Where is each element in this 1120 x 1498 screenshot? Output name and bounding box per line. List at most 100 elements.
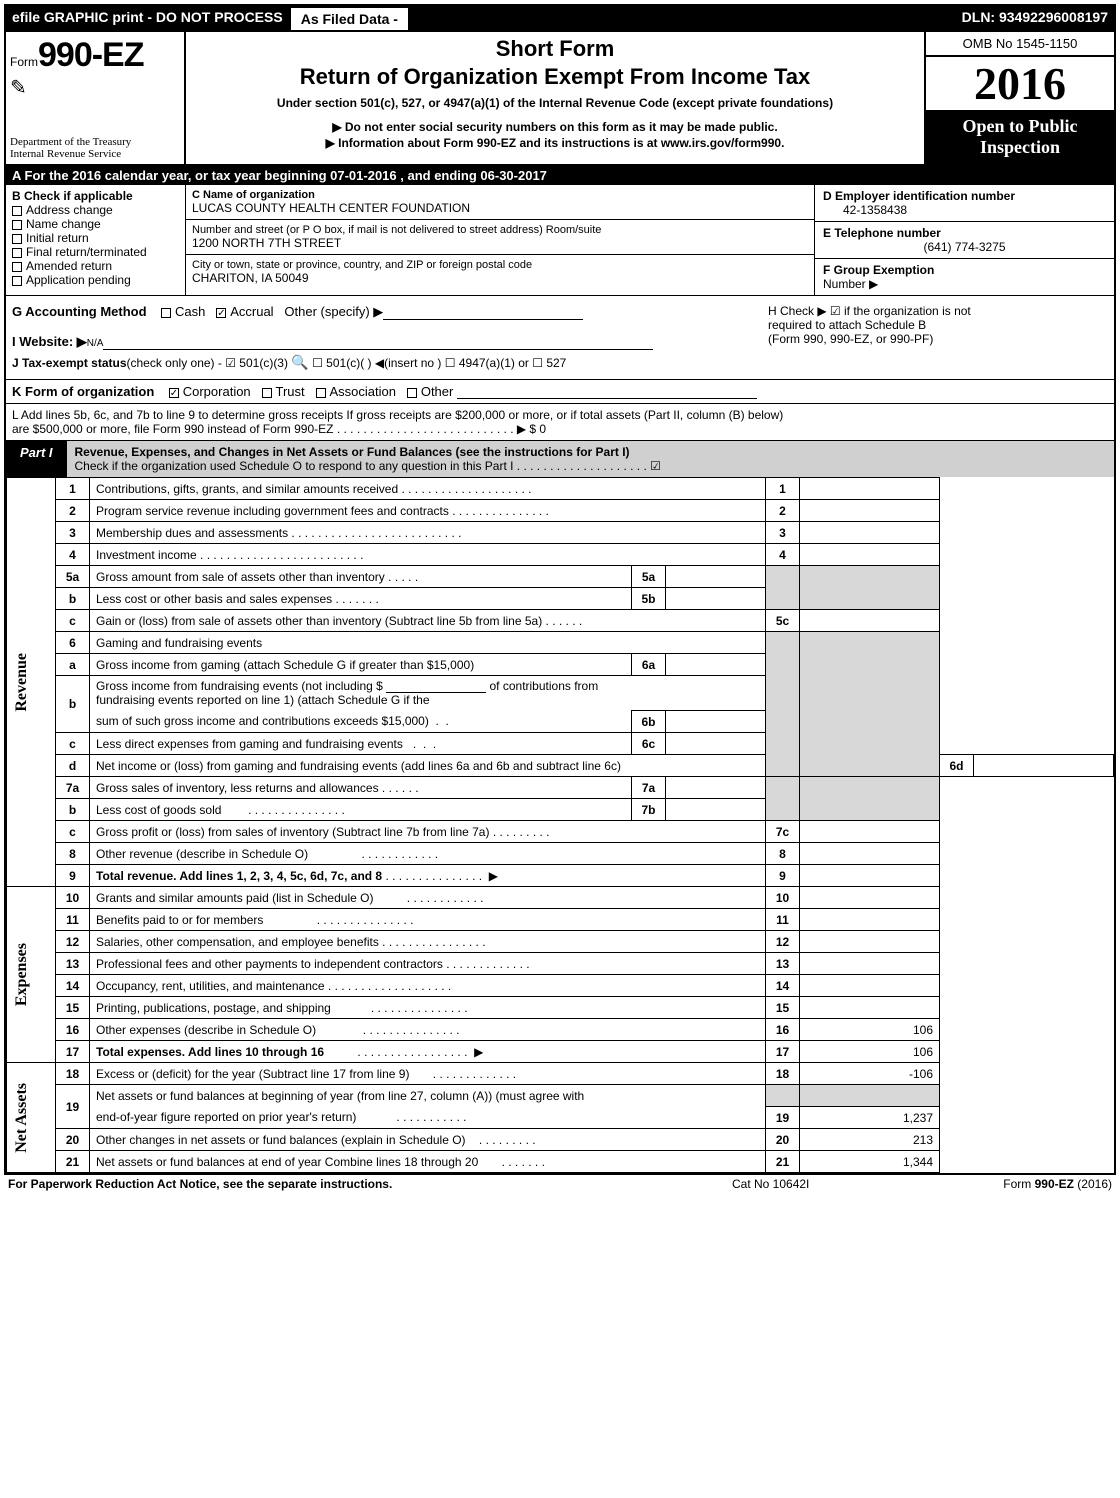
org-name-value: LUCAS COUNTY HEALTH CENTER FOUNDATION xyxy=(192,201,808,215)
open-line2: Inspection xyxy=(930,137,1110,158)
address-label: Number and street (or P O box, if mail i… xyxy=(192,224,808,236)
line-1-value[interactable] xyxy=(800,478,940,500)
tax-year: 2016 xyxy=(926,57,1114,110)
part-i-label: Part I xyxy=(6,441,67,477)
line-13-value[interactable] xyxy=(800,953,940,975)
line-6b-desc1: Gross income from fundraising events (no… xyxy=(96,679,383,693)
line-6b-desc4: sum of such gross income and contributio… xyxy=(96,714,429,728)
part-i-header: Part I Revenue, Expenses, and Changes in… xyxy=(6,441,1114,477)
line-13-desc: Professional fees and other payments to … xyxy=(96,957,443,971)
form-title: Return of Organization Exempt From Incom… xyxy=(194,64,916,90)
open-line1: Open to Public xyxy=(930,116,1110,137)
efile-label: efile GRAPHIC print - DO NOT PROCESS xyxy=(6,6,289,32)
expenses-section-label: Expenses xyxy=(7,887,56,1063)
form-no-big: 990-EZ xyxy=(38,36,144,74)
ssn-note: ▶ Do not enter social security numbers o… xyxy=(194,120,916,134)
checkbox-association[interactable] xyxy=(316,388,326,398)
line-3-value[interactable] xyxy=(800,522,940,544)
line-10-desc: Grants and similar amounts paid (list in… xyxy=(96,891,373,905)
line-7c-value[interactable] xyxy=(800,821,940,843)
line-6c-value[interactable] xyxy=(666,733,766,755)
line-15-desc: Printing, publications, postage, and shi… xyxy=(96,1001,331,1015)
schedule-b-line2: required to attach Schedule B xyxy=(768,318,1108,332)
section-g-h: G Accounting Method Cash Accrual Other (… xyxy=(6,296,1114,380)
checkbox-final-return[interactable] xyxy=(12,248,22,258)
line-7b-desc: Less cost of goods sold xyxy=(96,803,221,817)
line-6a-value[interactable] xyxy=(666,654,766,676)
ein-value: 42-1358438 xyxy=(823,203,1106,217)
checkbox-application-pending[interactable] xyxy=(12,276,22,286)
group-exemption-number-label: Number ▶ xyxy=(823,277,878,291)
checkbox-initial-return[interactable] xyxy=(12,234,22,244)
line-17-value[interactable]: 106 xyxy=(800,1041,940,1063)
opt-name-change: Name change xyxy=(26,217,101,231)
net-assets-section-label: Net Assets xyxy=(7,1063,56,1173)
checkbox-other-org[interactable] xyxy=(407,388,417,398)
dept-line1: Department of the Treasury xyxy=(10,136,180,148)
line-5a-desc: Gross amount from sale of assets other t… xyxy=(96,570,385,584)
info-note-text: ▶ Information about Form 990-EZ and its … xyxy=(326,136,785,150)
line-18-value[interactable]: -106 xyxy=(800,1063,940,1085)
section-k: K Form of organization Corporation Trust… xyxy=(6,380,1114,404)
line-6d-value[interactable] xyxy=(974,755,1114,777)
schedule-b-line3: (Form 990, 990-EZ, or 990-PF) xyxy=(768,332,1108,346)
line-5c-value[interactable] xyxy=(800,610,940,632)
line-12-value[interactable] xyxy=(800,931,940,953)
line-6b-desc2: of contributions from xyxy=(490,679,599,693)
opt-trust: Trust xyxy=(276,384,305,399)
line-8-value[interactable] xyxy=(800,843,940,865)
checkbox-corporation[interactable] xyxy=(169,388,179,398)
line-5b-desc: Less cost or other basis and sales expen… xyxy=(96,592,332,606)
form-lines-table: Revenue 1Contributions, gifts, grants, a… xyxy=(6,477,1114,1173)
group-exemption-label: F Group Exemption xyxy=(823,263,934,277)
line-11-desc: Benefits paid to or for members xyxy=(96,913,263,927)
phone-value: (641) 774-3275 xyxy=(823,240,1106,254)
checkbox-amended-return[interactable] xyxy=(12,262,22,272)
efile-topbar: efile GRAPHIC print - DO NOT PROCESS As … xyxy=(6,6,1114,32)
line-14-value[interactable] xyxy=(800,975,940,997)
line-21-desc: Net assets or fund balances at end of ye… xyxy=(96,1155,478,1169)
line-20-desc: Other changes in net assets or fund bala… xyxy=(96,1133,466,1147)
line-20-value[interactable]: 213 xyxy=(800,1129,940,1151)
line-3-desc: Membership dues and assessments xyxy=(96,526,288,540)
opt-cash: Cash xyxy=(175,304,205,319)
part-i-check-note: Check if the organization used Schedule … xyxy=(75,459,661,473)
line-4-value[interactable] xyxy=(800,544,940,566)
opt-final-return: Final return/terminated xyxy=(26,245,147,259)
ein-label: D Employer identification number xyxy=(823,189,1106,203)
line-11-value[interactable] xyxy=(800,909,940,931)
checkbox-name-change[interactable] xyxy=(12,220,22,230)
opt-other-specify: Other (specify) ▶ xyxy=(284,304,383,319)
revenue-section-label: Revenue xyxy=(7,478,56,887)
sections-b-through-f: B Check if applicable Address change Nam… xyxy=(6,185,1114,296)
form-ref: Form 990-EZ (2016) xyxy=(932,1177,1112,1191)
sections-d-e-f: D Employer identification number 42-1358… xyxy=(814,185,1114,295)
line-7a-value[interactable] xyxy=(666,777,766,799)
line-6b-value[interactable] xyxy=(666,711,766,733)
line-9-value[interactable] xyxy=(800,865,940,887)
opt-other-org: Other xyxy=(421,384,454,399)
line-19-value[interactable]: 1,237 xyxy=(800,1107,940,1129)
section-c: C Name of organization LUCAS COUNTY HEAL… xyxy=(186,185,814,295)
as-filed-label: As Filed Data - xyxy=(289,6,410,32)
line-10-value[interactable] xyxy=(800,887,940,909)
line-16-value[interactable]: 106 xyxy=(800,1019,940,1041)
schedule-b-line1: H Check ▶ ☑ if the organization is not xyxy=(768,304,1108,318)
line-21-value[interactable]: 1,344 xyxy=(800,1151,940,1173)
line-5b-value[interactable] xyxy=(666,588,766,610)
checkbox-cash[interactable] xyxy=(161,308,171,318)
line-18-desc: Excess or (deficit) for the year (Subtra… xyxy=(96,1067,409,1081)
section-l: L Add lines 5b, 6c, and 7b to line 9 to … xyxy=(6,404,1114,441)
line-4-desc: Investment income xyxy=(96,548,197,562)
line-7a-desc: Gross sales of inventory, less returns a… xyxy=(96,781,379,795)
phone-label: E Telephone number xyxy=(823,226,1106,240)
line-15-value[interactable] xyxy=(800,997,940,1019)
line-2-value[interactable] xyxy=(800,500,940,522)
checkbox-address-change[interactable] xyxy=(12,206,22,216)
checkbox-accrual[interactable] xyxy=(216,308,226,318)
checkbox-trust[interactable] xyxy=(262,388,272,398)
form-header: Form990-EZ ✎ Department of the Treasury … xyxy=(6,32,1114,166)
line-12-desc: Salaries, other compensation, and employ… xyxy=(96,935,379,949)
line-5a-value[interactable] xyxy=(666,566,766,588)
line-7b-value[interactable] xyxy=(666,799,766,821)
